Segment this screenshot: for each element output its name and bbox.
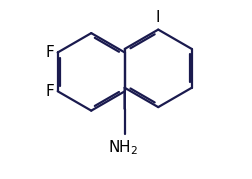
Text: F: F xyxy=(45,84,54,99)
Text: NH$_2$: NH$_2$ xyxy=(107,138,138,157)
Text: F: F xyxy=(45,45,54,60)
Text: I: I xyxy=(155,10,160,25)
